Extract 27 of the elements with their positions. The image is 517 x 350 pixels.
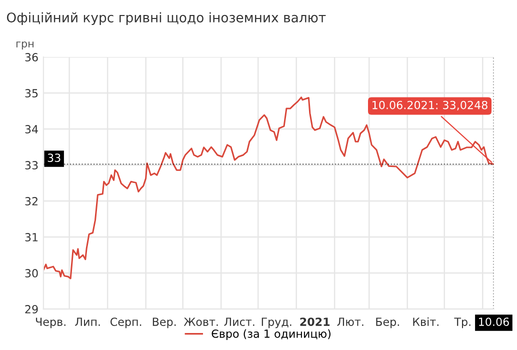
x-tick-label: Жовт. bbox=[184, 318, 218, 326]
x-tick-label: Черв. bbox=[36, 318, 66, 328]
y-tick-label: 33 bbox=[25, 161, 38, 170]
x-tick-label: Серп. bbox=[110, 318, 142, 328]
x-tick-label: Лип. bbox=[75, 318, 100, 326]
legend-label: Євро (за 1 одиницю) bbox=[212, 329, 330, 340]
x-tick-label: 2021 bbox=[300, 318, 330, 326]
x-tick-label: 10.06 bbox=[479, 318, 509, 326]
x-tick-label: Лют. bbox=[337, 318, 364, 326]
x-tick-label: Бер. bbox=[376, 318, 399, 328]
y-tick-label: 35 bbox=[25, 89, 38, 98]
y-tick-label: 36 bbox=[25, 53, 38, 62]
x-tick-label: Груд. bbox=[262, 318, 292, 328]
annotation: 10.06.2021: 33,0248 bbox=[372, 100, 488, 110]
y-tick-label: 29 bbox=[25, 305, 38, 314]
y-tick-label: 32 bbox=[25, 197, 38, 206]
chart-title: Офіційний курс гривні щодо іноземних валют bbox=[6, 12, 326, 26]
y-tick-label: 34 bbox=[25, 125, 38, 134]
y-axis-title: грн bbox=[16, 41, 34, 50]
x-tick-label: Квіт. bbox=[413, 317, 438, 326]
x-tick-label: Лист. bbox=[224, 318, 254, 326]
y-tick-label: 30 bbox=[25, 269, 38, 278]
x-tick-label: Вер. bbox=[152, 318, 176, 328]
ref-line-label: 33 bbox=[48, 154, 60, 162]
line-series bbox=[43, 96, 494, 280]
x-tick-label: Тр. bbox=[454, 318, 470, 328]
y-tick-label: 31 bbox=[25, 233, 38, 242]
